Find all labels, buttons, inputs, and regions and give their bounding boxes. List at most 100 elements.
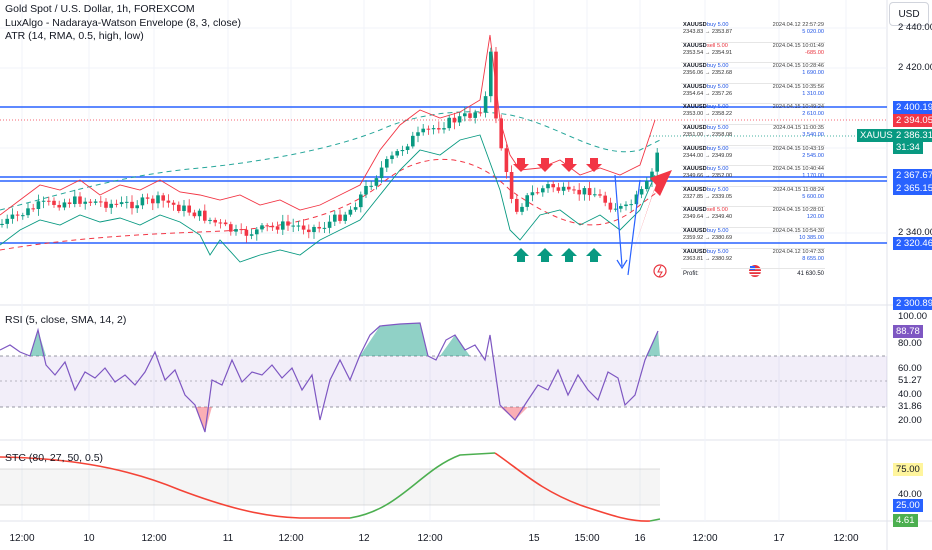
buy-signal-arrow [537, 248, 553, 262]
time-label: 11 [222, 533, 234, 544]
candle [364, 185, 368, 195]
stc-band [0, 469, 660, 505]
candle [249, 234, 254, 236]
candle [21, 215, 25, 217]
candle [587, 188, 592, 196]
stc-legend[interactable]: STC (80, 27, 50, 0.5) [5, 452, 104, 464]
trade-side: buy 5.00 [707, 83, 729, 90]
trade-symbol: XAUUSD [683, 83, 707, 90]
stc-value-tag: 4.61 [893, 514, 918, 527]
candle [88, 201, 93, 203]
candle [473, 112, 477, 118]
candle [374, 178, 379, 186]
candle [556, 187, 561, 191]
trade-prices: 2327.85 → 2339.05 [683, 193, 733, 200]
candle [525, 195, 529, 207]
candle [520, 206, 524, 212]
trade-side: buy 5.00 [707, 124, 729, 131]
trade-pnl: 5 020.00 [802, 29, 824, 35]
trade-symbol: XAUUSD [683, 207, 707, 214]
candle [551, 184, 555, 188]
candle [41, 200, 46, 202]
trade-row: XAUUSD buy 5.00 2024.04.15 10:28:46 2356.06… [681, 63, 825, 84]
rsi-axis-label: 40.00 [898, 389, 922, 400]
atr-band-lower [0, 134, 656, 263]
trade-side: sell 5.00 [707, 207, 728, 214]
trade-prices: 2343.83 → 2353.87 [683, 29, 733, 35]
candle [73, 196, 77, 205]
time-label: 12:00 [278, 533, 304, 544]
drawing-arrow-red [632, 170, 672, 255]
drawing-line-1 [614, 174, 623, 267]
buy-signal-arrow [561, 248, 577, 262]
trade-time: 2024.04.12 10:47:33 [772, 248, 824, 255]
candle [140, 197, 145, 206]
stc-line-falling [0, 456, 350, 519]
candle [598, 194, 602, 196]
candle [114, 203, 119, 205]
trade-side: buy 5.00 [707, 104, 729, 111]
drawing-arrow-blue [616, 259, 628, 270]
trade-time: 2024.04.15 10:01:49 [772, 42, 824, 49]
chart-title[interactable]: Gold Spot / U.S. Dollar, 1h, FOREXCOM [5, 3, 195, 15]
candle [411, 135, 415, 147]
candle [0, 223, 4, 225]
price-label: 2 440.00 [898, 22, 932, 33]
rsi-mid-label: 51.27 [898, 375, 922, 386]
trade-symbol: XAUUSD [683, 248, 707, 255]
candle [567, 186, 571, 190]
currency-button[interactable]: USD [889, 2, 929, 26]
time-label: 12:00 [417, 533, 443, 544]
candle [359, 194, 363, 208]
trade-symbol: XAUUSD [683, 104, 707, 111]
profit-label: Profit: [683, 271, 699, 278]
candle [301, 225, 306, 230]
candle [229, 224, 233, 232]
candle [93, 201, 98, 203]
candle [645, 180, 649, 190]
trade-row: XAUUSD buy 5.00 2024.04.15 10:49:24 2353.00… [681, 104, 825, 125]
candle [208, 219, 212, 221]
candle [26, 208, 30, 216]
sell-signal-arrow [513, 158, 529, 172]
trade-time: 2024.04.15 10:28:01 [772, 207, 824, 214]
candle [629, 204, 633, 206]
candle [483, 96, 488, 113]
price-tag-blue-mid2: 2 365.15 [893, 182, 932, 195]
trade-symbol: XAUUSD [683, 22, 707, 28]
candle [171, 202, 176, 205]
candle [348, 209, 353, 215]
price-label: 2 420.00 [898, 62, 932, 73]
candle [379, 167, 384, 179]
rsi-axis-label: 80.00 [898, 338, 922, 349]
rsi-legend[interactable]: RSI (5, close, SMA, 14, 2) [5, 314, 127, 326]
rsi-band [0, 356, 887, 407]
candle [421, 128, 425, 133]
trade-side: buy 5.00 [707, 22, 729, 28]
time-label: 16 [634, 533, 646, 544]
price-tag-red: 2 394.05 [893, 114, 932, 127]
time-label: 12:00 [692, 533, 718, 544]
indicator-atr-legend[interactable]: ATR (14, RMA, 0.5, high, low) [5, 30, 144, 42]
candle [187, 205, 191, 213]
candle [577, 189, 581, 195]
trade-time: 2024.04.15 10:35:56 [772, 83, 824, 90]
candle [431, 128, 436, 130]
rsi-overbought-fill [30, 323, 660, 356]
candle [99, 201, 103, 203]
indicator-envelope-legend[interactable]: LuxAlgo - Nadaraya-Watson Envelope (8, 3… [5, 17, 241, 29]
rsi-value-tag: 88.78 [893, 325, 923, 338]
trade-side: buy 5.00 [707, 63, 729, 70]
trade-row: XAUUSD buy 5.00 2024.04.12 22:57:29 2343.83… [681, 22, 825, 43]
candle [634, 194, 639, 205]
candle [457, 116, 462, 123]
candle [182, 205, 186, 212]
candle [5, 218, 9, 224]
candle [546, 184, 550, 189]
candle [307, 229, 311, 233]
candle [494, 51, 498, 119]
candle [255, 229, 259, 235]
candle [561, 186, 566, 191]
candle [405, 146, 410, 151]
